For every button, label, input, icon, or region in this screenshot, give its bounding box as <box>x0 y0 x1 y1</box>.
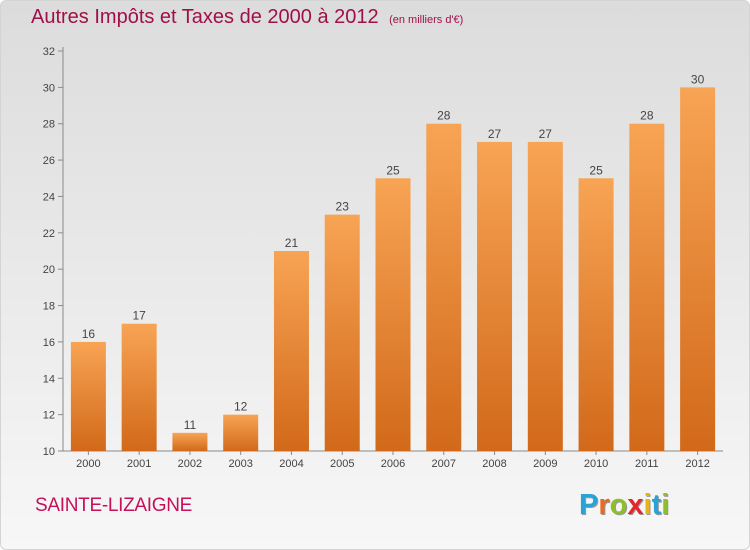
x-tick-label: 2012 <box>685 458 709 470</box>
x-tick-label: 2008 <box>482 458 506 470</box>
bar <box>680 87 716 451</box>
bar-value-label: 25 <box>589 163 603 177</box>
x-tick-label: 2009 <box>533 458 557 470</box>
bar-value-label: 21 <box>285 236 299 250</box>
x-tick-label: 2007 <box>432 458 456 470</box>
bar <box>629 123 665 452</box>
brand-logo-letter: i <box>661 489 670 521</box>
bar-value-label: 12 <box>234 400 248 414</box>
title-row: Autres Impôts et Taxes de 2000 à 2012 (e… <box>31 6 463 29</box>
x-tick-label: 2002 <box>178 458 202 470</box>
bar <box>477 141 513 451</box>
y-tick-label: 18 <box>43 301 55 313</box>
bar-value-label: 30 <box>691 72 705 86</box>
bar <box>223 414 259 451</box>
bar-value-label: 27 <box>539 127 553 141</box>
brand-logo-letter: r <box>598 489 610 521</box>
x-tick-label: 2001 <box>127 458 151 470</box>
y-tick-label: 14 <box>43 373 55 385</box>
x-tick-label: 2004 <box>279 458 303 470</box>
bar <box>121 323 157 451</box>
x-tick-label: 2011 <box>635 458 659 470</box>
y-tick-label: 32 <box>43 46 55 58</box>
bar <box>578 178 614 452</box>
bar-value-label: 16 <box>82 327 96 341</box>
bar-value-label: 11 <box>184 418 197 432</box>
chart-title: Autres Impôts et Taxes de 2000 à 2012 <box>31 6 379 28</box>
y-tick-labels: 10 12 14 16 18 20 22 24 26 28 30 32 <box>43 46 55 458</box>
y-tick-label: 30 <box>43 82 55 94</box>
brand-logo-letter: t <box>651 489 662 521</box>
bar-value-label: 17 <box>132 309 146 323</box>
x-tick-label: 2006 <box>381 458 405 470</box>
bar <box>172 432 208 451</box>
y-tick-label: 20 <box>43 264 55 276</box>
y-tick-label: 16 <box>43 337 55 349</box>
chart-subtitle: (en milliers d'€) <box>389 14 464 26</box>
bar-value-labels: 16 17 11 12 21 23 25 28 27 27 25 28 30 <box>82 72 705 431</box>
y-tick-label: 28 <box>43 119 55 131</box>
bar-value-label: 28 <box>640 109 654 123</box>
bar <box>324 214 360 451</box>
x-tick-label: 2005 <box>330 458 354 470</box>
y-tick-label: 10 <box>43 446 55 458</box>
x-tick-label: 2010 <box>584 458 608 470</box>
bar-value-label: 25 <box>386 163 400 177</box>
y-tick-label: 24 <box>43 191 55 203</box>
place-name: SAINTE-LIZAIGNE <box>35 495 193 516</box>
y-tick-label: 22 <box>43 228 55 240</box>
bar <box>426 123 462 452</box>
brand-logo-letter: x <box>627 489 644 521</box>
bar <box>273 251 309 451</box>
bar-value-label: 27 <box>488 127 502 141</box>
bar <box>527 141 563 451</box>
x-tick-label: 2003 <box>228 458 252 470</box>
bar-value-label: 28 <box>437 109 451 123</box>
bar <box>70 341 106 451</box>
bar <box>375 178 411 452</box>
brand-logo-letter: P <box>579 489 599 521</box>
brand-logo-letter: o <box>609 489 628 521</box>
y-tick-label: 26 <box>43 155 55 167</box>
bars <box>70 87 716 452</box>
bar-value-label: 23 <box>336 200 350 214</box>
y-tick-label: 12 <box>43 410 55 422</box>
brand-logo-letter: i <box>643 489 652 521</box>
x-tick-label: 2000 <box>76 458 100 470</box>
brand-logo[interactable]: Proxiti <box>579 489 669 522</box>
x-tick-labels: 2000 2001 2002 2003 2004 2005 2006 2007 2008 2009… <box>76 458 710 470</box>
